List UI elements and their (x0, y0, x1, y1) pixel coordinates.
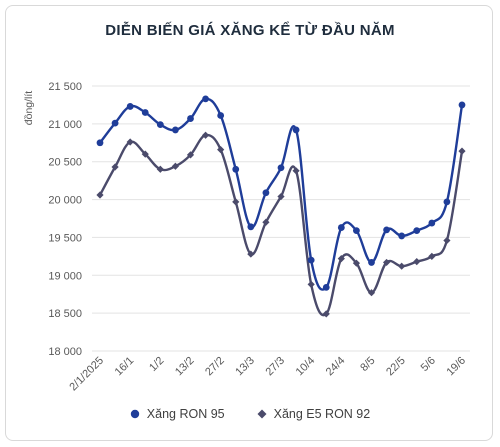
x-tick-label: 1/2 (147, 355, 166, 374)
data-point (217, 146, 225, 154)
y-tick-label: 21 500 (48, 81, 82, 93)
legend-item-ron95[interactable]: Xăng RON 95 (130, 407, 225, 421)
legend-label-ron95: Xăng RON 95 (146, 407, 225, 421)
data-point (337, 255, 345, 263)
data-point (322, 310, 330, 318)
data-point (413, 258, 421, 266)
x-tick-label: 13/2 (173, 355, 197, 379)
data-point (428, 252, 436, 260)
data-point (126, 103, 134, 110)
data-point (307, 280, 315, 288)
x-tick-label: 2/1/2025 (67, 355, 106, 394)
data-point (156, 121, 164, 129)
data-point (413, 227, 421, 235)
data-point (232, 198, 240, 206)
x-tick-label: 5/6 (419, 355, 438, 374)
data-point (367, 289, 376, 297)
data-point (443, 236, 451, 245)
x-tick-label: 24/4 (324, 355, 348, 379)
circle-marker-icon (130, 409, 139, 419)
data-point (111, 163, 119, 171)
data-point (398, 232, 406, 240)
x-tick-label: 27/3 (263, 355, 287, 379)
data-point (277, 192, 285, 201)
data-point (292, 167, 300, 175)
data-point (292, 126, 300, 134)
chart-title: DIỄN BIẾN GIÁ XĂNG KỂ TỪ ĐẦU NĂM (105, 22, 395, 39)
legend-item-e5-ron92[interactable]: Xăng E5 RON 92 (257, 407, 371, 421)
data-point (141, 150, 149, 158)
y-tick-label: 18 500 (48, 308, 82, 320)
data-point (126, 138, 134, 146)
data-point (322, 284, 330, 291)
data-point (353, 227, 360, 235)
data-point (277, 164, 285, 172)
data-point (368, 259, 375, 266)
diamond-marker-icon (257, 409, 267, 419)
data-point (201, 131, 210, 139)
data-point (247, 223, 255, 231)
y-tick-label: 21 000 (48, 119, 82, 131)
x-tick-label: 10/4 (294, 355, 318, 379)
y-tick-label: 20 500 (48, 157, 82, 169)
data-point (352, 259, 361, 267)
data-point (428, 219, 436, 227)
data-point (458, 101, 466, 109)
data-point (96, 191, 104, 199)
data-point (398, 262, 406, 270)
data-point (458, 147, 466, 155)
y-tick-label: 20 000 (48, 195, 82, 207)
data-point (111, 119, 119, 127)
data-point (337, 224, 345, 231)
x-tick-label: 13/3 (233, 355, 257, 379)
data-point (262, 189, 270, 197)
data-point (141, 109, 149, 116)
data-point (382, 258, 391, 267)
y-tick-label: 18 000 (48, 346, 82, 358)
x-tick-label: 27/2 (203, 355, 227, 379)
data-point (171, 162, 180, 170)
data-point (156, 165, 164, 173)
data-point (383, 226, 390, 234)
x-tick-label: 19/6 (444, 355, 468, 379)
x-tick-label: 22/5 (384, 355, 408, 379)
data-point (186, 151, 195, 159)
y-tick-label: 19 500 (48, 232, 82, 244)
data-point (307, 256, 315, 264)
data-point (172, 126, 179, 134)
data-point (217, 112, 225, 119)
legend-label-e5-ron92: Xăng E5 RON 92 (273, 407, 371, 421)
x-tick-label: 16/1 (113, 355, 137, 379)
chart-legend: Xăng RON 95 Xăng E5 RON 92 (0, 407, 500, 421)
data-point (202, 95, 209, 103)
y-axis-label: đồng/lít (23, 91, 35, 126)
y-tick-label: 19 000 (48, 270, 82, 282)
data-point (443, 198, 451, 206)
data-point (232, 165, 240, 173)
data-point (247, 250, 255, 258)
data-point (262, 218, 270, 226)
x-tick-label: 8/5 (358, 355, 377, 374)
data-point (187, 115, 194, 122)
data-point (96, 139, 104, 147)
